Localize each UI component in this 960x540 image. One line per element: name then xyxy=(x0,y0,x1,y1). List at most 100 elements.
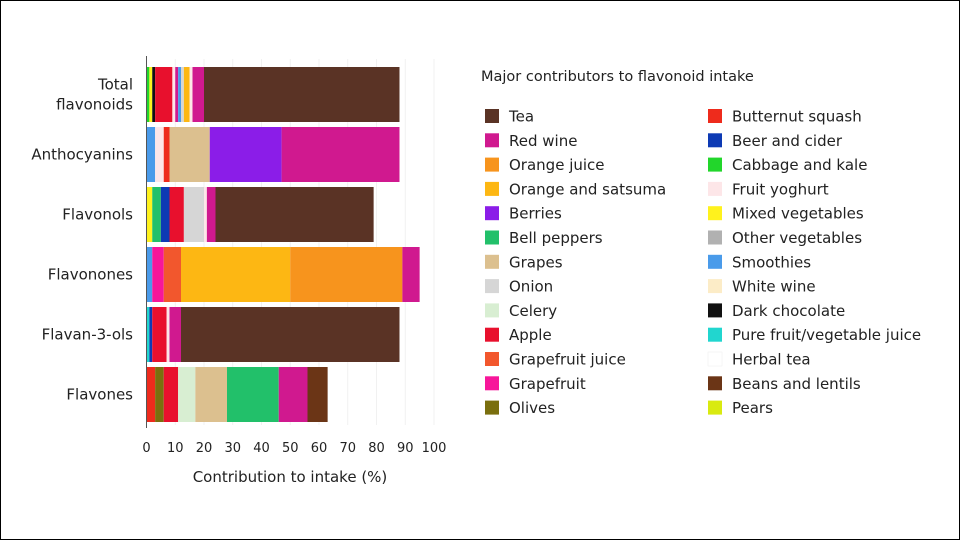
x-tick-label: 40 xyxy=(253,441,270,456)
bar-segment: Red wine xyxy=(192,67,204,122)
bar-stacks: Cabbage and kaleMixed vegetablesDark cho… xyxy=(146,67,420,422)
legend-label: Orange and satsuma xyxy=(509,180,666,198)
legend-label: Apple xyxy=(509,326,552,344)
bar-segment: Bell peppers xyxy=(152,187,161,242)
bar-segment: Orange and satsuma xyxy=(181,247,291,302)
x-axis-title: Contribution to intake (%) xyxy=(193,468,388,486)
legend-label: Red wine xyxy=(509,132,577,150)
legend-label: Beer and cider xyxy=(732,132,843,150)
legend-label: Grapefruit juice xyxy=(509,351,626,369)
bar-segment: Berries xyxy=(209,127,282,182)
bar-stack: Cabbage and kaleMixed vegetablesDark cho… xyxy=(146,67,400,122)
bar-segment: Fruit yoghurt xyxy=(189,67,193,122)
bar-segment: Apple xyxy=(169,187,184,242)
bar-segment: Onion xyxy=(181,67,184,122)
legend-swatch xyxy=(485,303,499,318)
legend: Tea Red wine Orange juice Orange and satsum… xyxy=(485,108,921,417)
legend-item: Beer and cider xyxy=(708,132,843,150)
legend-swatch xyxy=(708,230,722,245)
bar-segment: Apple xyxy=(152,307,167,362)
category-label: Flavan-3-ols xyxy=(42,326,134,344)
bar-stack: SmoothiesFruit yoghurtButternut squashGr… xyxy=(146,127,400,182)
bar-segment: Tea xyxy=(181,307,400,362)
bar-segment: Beans and lentils xyxy=(307,367,328,422)
bar-segment: Red wine xyxy=(169,307,181,362)
x-tick-label: 10 xyxy=(167,441,184,456)
bar-segment: Cabbage and kale xyxy=(146,67,150,122)
category-label: Anthocyanins xyxy=(31,146,133,164)
legend-item: Smoothies xyxy=(708,253,811,271)
bar-segment: Red wine xyxy=(175,67,179,122)
legend-item: Mixed vegetables xyxy=(708,205,864,223)
legend-label: Onion xyxy=(509,278,553,296)
legend-item: Berries xyxy=(485,205,562,223)
legend-item: Cabbage and kale xyxy=(708,156,867,174)
legend-item: Onion xyxy=(485,278,553,296)
bar-segment: Grapes xyxy=(195,367,227,422)
legend-item: Butternut squash xyxy=(708,108,862,126)
bar-segment: Apple xyxy=(163,367,179,422)
legend-swatch xyxy=(708,376,722,391)
category-label: Flavonones xyxy=(48,266,133,284)
legend-swatch xyxy=(708,133,722,148)
bar-segment: Pure fruit/vegetable juice xyxy=(146,307,150,362)
legend-swatch xyxy=(708,181,722,196)
legend-title: Major contributors to flavonoid intake xyxy=(481,69,754,85)
category-label: flavonoids xyxy=(56,96,133,114)
legend-item: Beans and lentils xyxy=(708,375,861,393)
bar-segment: Celery xyxy=(178,367,196,422)
bar-segment: Grapefruit juice xyxy=(163,247,181,302)
bar-segment: Butternut squash xyxy=(163,127,170,182)
legend-swatch xyxy=(485,279,499,294)
bar-segment: Orange juice xyxy=(290,247,403,302)
bar-segment: Tea xyxy=(215,187,374,242)
x-tick-labels: 0 10 20 30 40 50 60 70 80 90 100 xyxy=(142,441,446,456)
legend-item: Celery xyxy=(485,302,557,320)
bar-segment: Beer and cider xyxy=(149,307,153,362)
bar-segment: Fruit yoghurt xyxy=(204,187,207,242)
x-tick-label: 100 xyxy=(422,441,447,456)
category-labels: Total flavonoids Anthocyanins Flavonols Flav… xyxy=(31,76,133,404)
legend-item: White wine xyxy=(708,278,816,296)
legend-label: Tea xyxy=(508,108,534,126)
bar-segment: Onion xyxy=(183,187,204,242)
legend-swatch xyxy=(485,206,499,221)
bar-segment: Bell peppers xyxy=(227,367,279,422)
bar-segment: Red wine xyxy=(206,187,216,242)
legend-item: Orange and satsuma xyxy=(485,180,666,198)
bar-segment: Red wine xyxy=(281,127,400,182)
bar-segment: Fruit yoghurt xyxy=(155,127,164,182)
legend-item: Grapes xyxy=(485,253,563,271)
legend-item: Olives xyxy=(485,399,555,417)
legend-item: Apple xyxy=(485,326,552,344)
legend-item: Grapefruit xyxy=(485,375,586,393)
legend-item: Pure fruit/vegetable juice xyxy=(708,326,921,344)
legend-item: Red wine xyxy=(485,132,577,150)
legend-label: White wine xyxy=(732,278,816,296)
legend-item: Herbal tea xyxy=(707,351,811,369)
legend-swatch xyxy=(485,400,499,415)
legend-label: Mixed vegetables xyxy=(732,205,864,223)
x-tick-label: 20 xyxy=(196,441,213,456)
legend-swatch xyxy=(708,327,722,342)
bar-segment: Beer and cider xyxy=(160,187,170,242)
category-label: Flavonols xyxy=(62,206,133,224)
legend-label: Bell peppers xyxy=(509,229,603,247)
legend-label: Grapes xyxy=(509,253,563,271)
legend-item: Tea xyxy=(485,108,534,126)
legend-swatch xyxy=(485,157,499,172)
legend-swatch xyxy=(485,230,499,245)
bar-stack: Pure fruit/vegetable juiceBeer and cider… xyxy=(146,307,400,362)
legend-swatch xyxy=(485,254,499,269)
legend-label: Herbal tea xyxy=(732,351,811,369)
bar-segment: Mixed vegetables xyxy=(146,187,153,242)
legend-label: Smoothies xyxy=(732,253,811,271)
legend-swatch xyxy=(485,181,499,196)
category-label: Flavones xyxy=(66,386,133,404)
legend-swatch xyxy=(708,279,722,294)
legend-label: Pears xyxy=(732,399,773,417)
legend-swatch xyxy=(707,351,723,367)
bar-segment: Smoothies xyxy=(178,67,181,122)
